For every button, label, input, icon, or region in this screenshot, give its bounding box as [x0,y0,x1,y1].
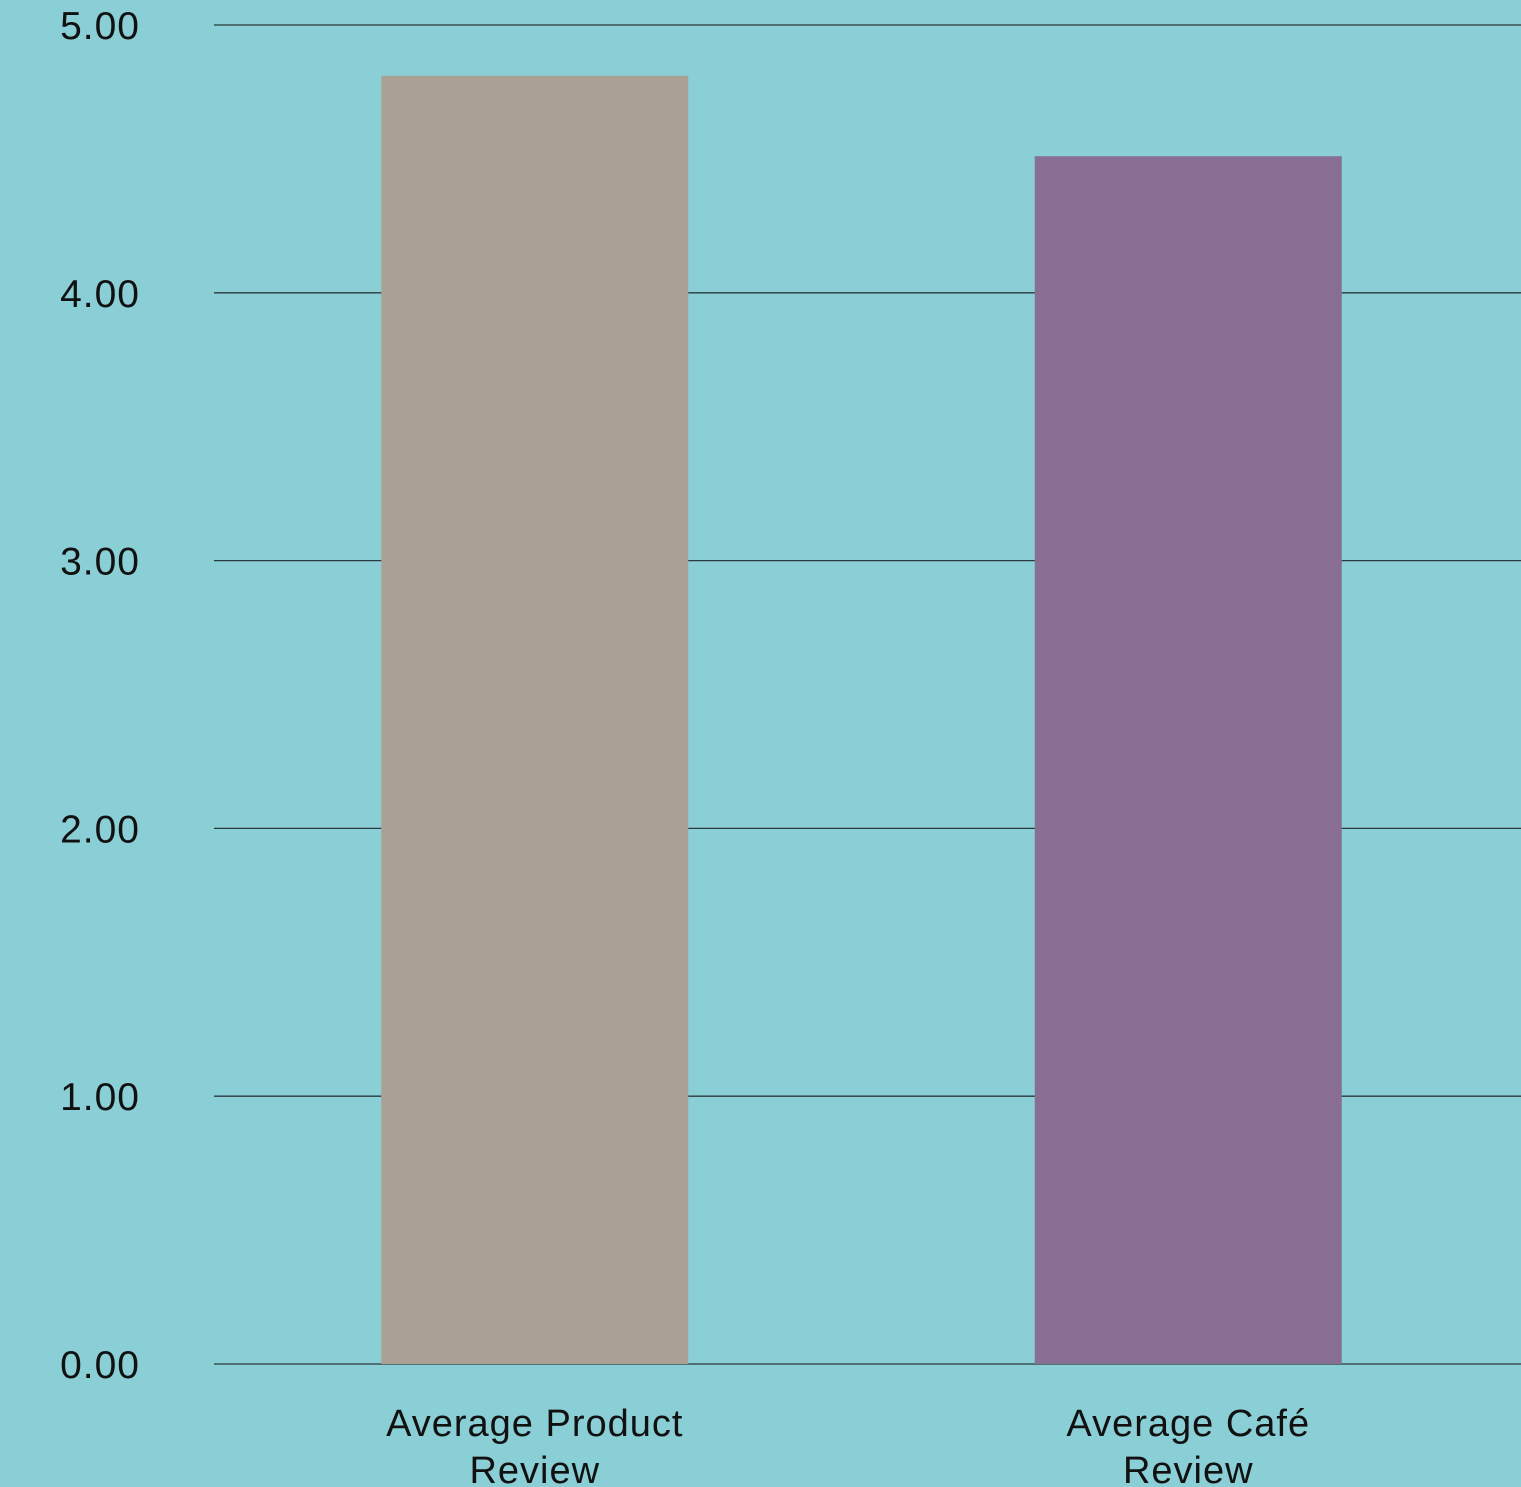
bars [381,75,1342,1365]
y-tick-label: 0.00 [60,1344,140,1387]
x-category-label-line: Review [1123,1450,1254,1487]
x-category-label-line: Average Café [1066,1403,1310,1445]
y-tick-label: 2.00 [60,808,140,851]
bar [1034,156,1342,1364]
y-tick-label: 4.00 [60,273,140,316]
x-category-label: Average Product Review [386,1403,683,1487]
x-axis-labels: Average Product Review Average Café Review [386,1403,1310,1487]
x-category-label-line: Average Product [386,1403,683,1445]
y-axis-ticks: 0.00 1.00 2.00 3.00 4.00 5.00 [60,5,140,1387]
x-category-label-line: Review [469,1450,600,1487]
y-tick-label: 1.00 [60,1076,140,1119]
bar [381,75,689,1365]
x-category-label: Average Café Review [1066,1403,1310,1487]
y-tick-label: 5.00 [60,5,140,48]
y-tick-label: 3.00 [60,541,140,584]
